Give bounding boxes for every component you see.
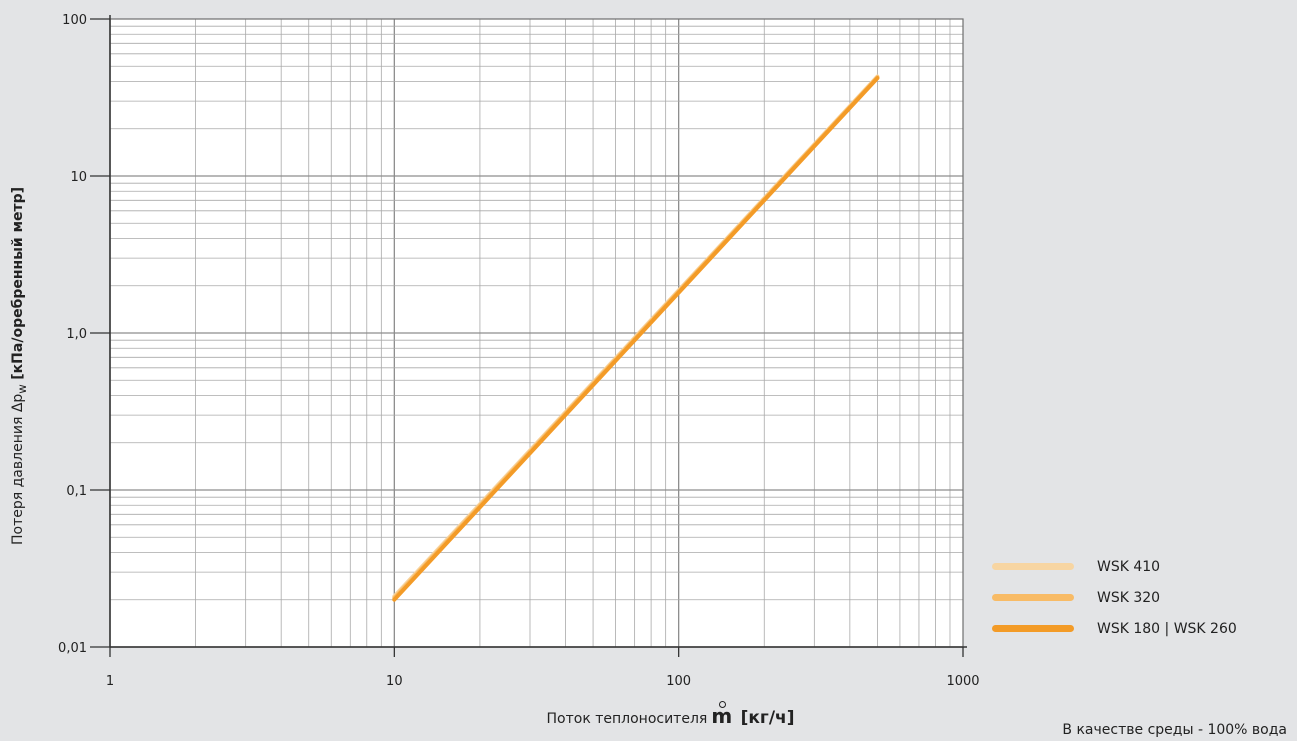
x-tick-label: 1: [106, 674, 114, 689]
y-tick-label: 0,1: [66, 484, 87, 499]
x-tick-label: 10: [386, 674, 403, 689]
legend-label: WSK 320: [1097, 589, 1161, 606]
y-tick-label: 100: [62, 13, 87, 28]
m-dot-symbol: m: [711, 701, 733, 728]
chart-note: В качестве среды - 100% вода: [1062, 722, 1287, 738]
y-axis-label: Потеря давления Δpw [кПа/оребренный метр…: [10, 186, 29, 545]
legend-item: WSK 410: [992, 551, 1237, 582]
legend-item: WSK 320: [992, 582, 1237, 613]
y-tick-label: 0,01: [58, 641, 87, 656]
y-tick-label: 1,0: [66, 327, 87, 342]
chart-legend: WSK 410 WSK 320 WSK 180 | WSK 260: [992, 551, 1237, 644]
x-tick-labels: 1 10 100 1000: [106, 647, 980, 689]
y-tick-label: 10: [70, 170, 87, 185]
x-tick-label: 1000: [946, 674, 979, 689]
chart-grid: [109, 19, 963, 648]
x-tick-label: 100: [666, 674, 691, 689]
x-axis-label: Поток теплоносителя m [кг/ч]: [546, 701, 795, 728]
legend-label: WSK 410: [1097, 558, 1161, 575]
legend-swatch: [992, 625, 1074, 632]
chart-series: [392, 74, 880, 602]
legend-swatch: [992, 594, 1074, 601]
legend-item: WSK 180 | WSK 260: [992, 613, 1237, 644]
series-line: [392, 76, 880, 602]
legend-swatch: [992, 563, 1074, 570]
y-tick-labels: 0,01 0,1 1,0 10 100: [58, 13, 110, 656]
legend-label: WSK 180 | WSK 260: [1097, 620, 1237, 637]
